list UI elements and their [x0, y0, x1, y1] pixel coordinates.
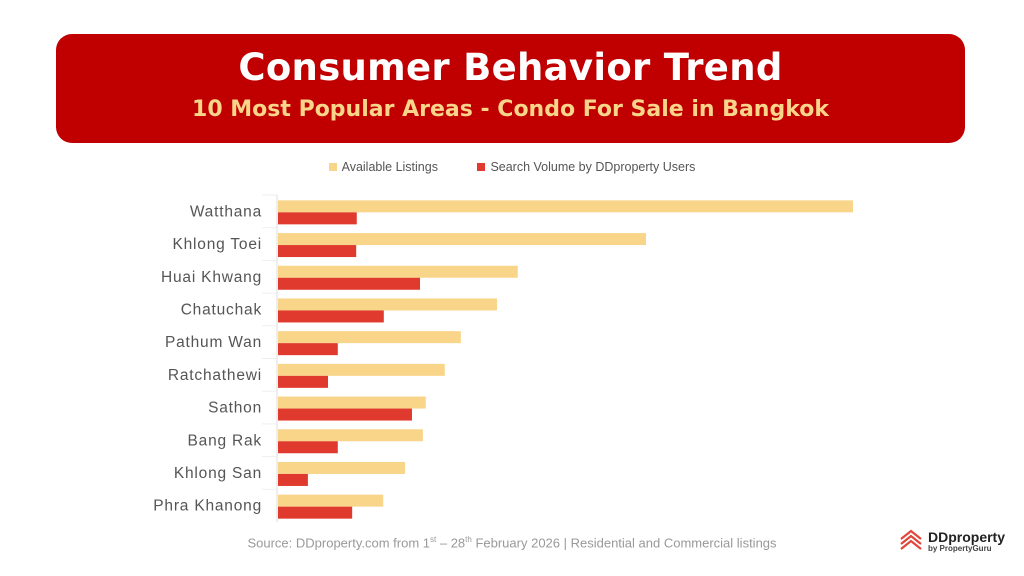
category-label: Bang Rak	[188, 432, 262, 449]
source-note: Source: DDproperty.com from 1st – 28th F…	[247, 535, 777, 551]
available-listings-bar	[278, 363, 445, 376]
category-label: Khlong San	[174, 465, 262, 482]
category-label: Sathon	[208, 400, 262, 417]
search-volume-bar	[278, 245, 357, 258]
legend-swatch	[477, 163, 486, 171]
legend: Available Listings Search Volume by DDpr…	[0, 160, 1024, 174]
search-volume-bar	[278, 343, 338, 356]
search-volume-bar	[278, 473, 308, 486]
available-listings-bar	[278, 298, 498, 311]
available-listings-bar	[278, 396, 426, 409]
category-label: Phra Khanong	[153, 498, 262, 515]
category-label: Watthana	[190, 203, 262, 220]
title-banner: Consumer Behavior Trend 10 Most Popular …	[56, 34, 965, 143]
search-volume-bar	[278, 310, 384, 323]
search-volume-bar	[278, 212, 357, 225]
available-listings-bar	[278, 265, 518, 278]
category-label: Pathum Wan	[165, 334, 262, 351]
ddproperty-logo: DDproperty by PropertyGuru	[898, 528, 1005, 554]
logo-name: DDproperty	[928, 528, 1006, 545]
available-listings-bar	[278, 331, 461, 344]
search-volume-bar	[278, 375, 329, 388]
legend-label: Search Volume by DDproperty Users	[490, 160, 696, 174]
available-listings-bar	[278, 233, 646, 246]
legend-item-available: Available Listings	[328, 160, 438, 174]
category-label: Huai Khwang	[161, 269, 262, 286]
category-label: Chatuchak	[181, 301, 262, 318]
category-label: Khlong Toei	[172, 236, 262, 253]
legend-item-search: Search Volume by DDproperty Users	[477, 160, 695, 174]
available-listings-bar	[278, 494, 384, 507]
search-volume-bar	[278, 441, 338, 454]
available-listings-bar	[278, 461, 406, 474]
legend-label: Available Listings	[341, 160, 438, 174]
legend-swatch	[328, 163, 337, 171]
category-label: Ratchathewi	[168, 367, 262, 384]
chart-subtitle: 10 Most Popular Areas - Condo For Sale i…	[192, 97, 829, 122]
search-volume-bar	[278, 277, 421, 290]
available-listings-bar	[278, 429, 423, 442]
house-logo-icon	[900, 529, 922, 550]
chart-title: Consumer Behavior Trend	[238, 46, 783, 89]
search-volume-bar	[278, 506, 353, 519]
logo-sub: by PropertyGuru	[928, 543, 992, 553]
search-volume-bar	[278, 408, 412, 421]
available-listings-bar	[278, 200, 853, 213]
